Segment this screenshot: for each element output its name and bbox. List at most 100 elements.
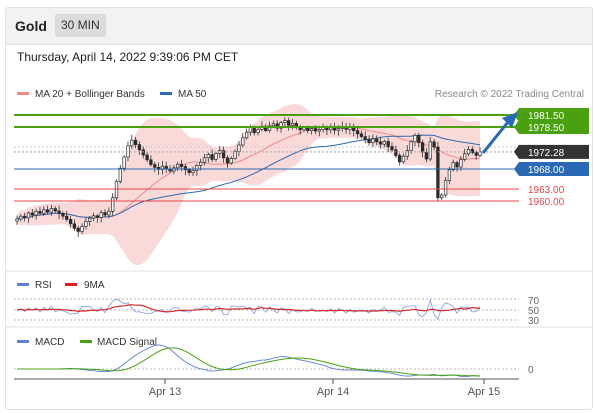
candle-body-120	[474, 152, 478, 156]
candle-body-54	[221, 150, 226, 159]
signal-legend-swatch	[80, 340, 92, 343]
candle-body-43	[179, 163, 184, 167]
candle-body-100	[397, 155, 402, 163]
candle-body-20	[91, 215, 96, 219]
candle-body-92	[367, 139, 371, 143]
candle-body-1	[19, 215, 23, 220]
candle-body-7	[42, 209, 46, 214]
candle-body-91	[363, 136, 367, 140]
candle-body-117	[463, 153, 467, 160]
candle-body-56	[229, 158, 233, 164]
candle-body-115	[455, 162, 459, 168]
level-label-0: 1981.50	[528, 111, 565, 122]
candle-body-63	[256, 129, 260, 133]
candle-body-22	[99, 212, 103, 218]
candle-body-77	[309, 128, 314, 131]
candle-body-27	[118, 167, 122, 182]
x-axis-ticks: Apr 13 Apr 14 Apr 15	[149, 379, 500, 398]
candle-body-113	[447, 169, 452, 181]
candles	[15, 117, 482, 237]
candle-body-13	[65, 215, 69, 220]
candle-body-89	[355, 130, 360, 135]
macd-lines	[17, 344, 481, 378]
candle-body-75	[302, 127, 306, 131]
candle-body-12	[61, 213, 65, 217]
ma20-legend-label: MA 20 + Bollinger Bands	[35, 89, 145, 100]
candle-body-82	[329, 127, 333, 131]
candle-body-6	[38, 211, 42, 214]
ma20-legend-swatch	[17, 92, 29, 95]
candle-body-48	[199, 161, 203, 166]
level-label-3: 1968.00	[528, 165, 565, 176]
macd-legend-label: MACD	[35, 337, 64, 348]
macd-zero-label: 0	[528, 365, 534, 376]
candle-body-101	[401, 155, 406, 163]
candle-body-102	[405, 150, 409, 157]
ma50-legend-label: MA 50	[178, 89, 207, 100]
candle-body-95	[378, 141, 383, 145]
level-label-2: 1972.28	[528, 148, 565, 159]
candle-body-108	[428, 141, 432, 160]
candle-body-19	[88, 217, 92, 222]
rsi-ma9-line	[16, 304, 481, 313]
candle-body-21	[95, 215, 100, 218]
timeframe-tab[interactable]: 30 MIN	[55, 14, 106, 37]
candle-body-4	[30, 212, 34, 216]
macd-line	[17, 344, 481, 378]
widget-header: Gold 30 MIN	[6, 8, 592, 45]
credit-text: Research © 2022 Trading Central	[435, 89, 584, 100]
candle-body-104	[413, 135, 417, 143]
candle-body-16	[76, 227, 80, 232]
candle-body-47	[195, 165, 199, 171]
candle-body-8	[45, 209, 50, 213]
candle-body-112	[443, 180, 448, 196]
level-tag-2	[519, 144, 589, 159]
candle-body-59	[241, 137, 245, 146]
candle-body-9	[49, 208, 54, 213]
candle-body-51	[210, 154, 214, 160]
candle-body-24	[107, 211, 111, 216]
candle-body-26	[114, 181, 119, 199]
candle-body-46	[191, 170, 195, 173]
candle-body-18	[84, 221, 88, 227]
rsi-level-70: 70	[528, 296, 540, 307]
level-tag-arrow-1	[514, 120, 519, 134]
candle-body-34	[145, 154, 149, 161]
candle-body-111	[440, 194, 444, 199]
candle-body-79	[317, 129, 321, 132]
candle-body-55	[225, 157, 230, 164]
candle-body-83	[332, 127, 337, 131]
candle-body-76	[306, 127, 310, 131]
candle-body-30	[130, 139, 134, 147]
level-tag-1	[519, 120, 589, 134]
candle-body-58	[237, 144, 241, 152]
candle-body-110	[436, 146, 440, 199]
instrument-title: Gold	[15, 18, 47, 34]
level-label-5: 1960.00	[528, 197, 565, 208]
candle-body-61	[248, 127, 253, 133]
rsi-level-50: 50	[528, 306, 540, 317]
rsi-levels: 70 50 30	[14, 296, 540, 327]
forecast-arrow	[481, 112, 518, 154]
signal-legend-label: MACD Signal	[97, 337, 157, 348]
candle-body-67	[271, 123, 276, 127]
chart-datetime: Thursday, April 14, 2022 9:39:06 PM CET	[17, 50, 239, 64]
candle-body-10	[53, 208, 57, 212]
candle-body-5	[34, 211, 38, 216]
level-tag-arrow-3	[514, 162, 519, 176]
candle-body-35	[149, 159, 153, 165]
macd-signal-line	[17, 347, 481, 377]
candle-body-66	[267, 125, 272, 131]
candle-body-44	[183, 166, 188, 171]
candle-body-96	[382, 141, 386, 145]
candle-body-93	[371, 138, 375, 143]
candle-body-90	[359, 133, 364, 137]
ma50-legend-swatch	[160, 92, 172, 95]
candle-body-0	[15, 218, 19, 222]
candle-body-114	[451, 162, 455, 171]
rsi-lines	[16, 298, 481, 321]
rsi-line	[16, 298, 481, 321]
candle-body-69	[279, 122, 283, 129]
candle-body-62	[252, 127, 256, 133]
